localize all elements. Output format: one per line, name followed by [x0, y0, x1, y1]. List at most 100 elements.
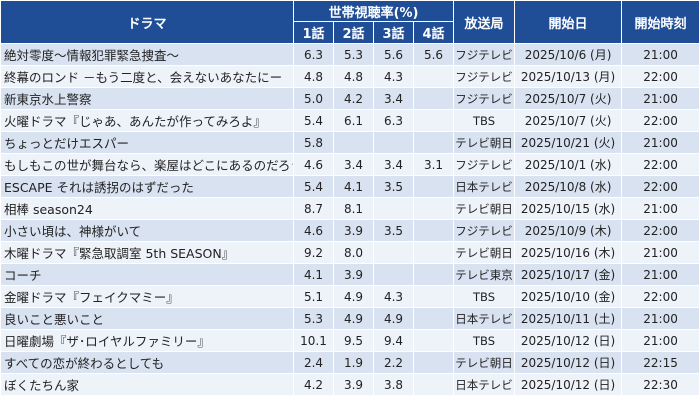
rating-ep4	[412, 373, 455, 396]
station: フジテレビ	[453, 43, 516, 66]
station: 日本テレビ	[453, 307, 516, 330]
table-row: ぼくたちん家 4.2 3.9 3.8 日本テレビ 2025/10/12 (日) 22:30	[0, 373, 700, 396]
start-time: 21:00	[621, 241, 700, 264]
rating-ep1: 5.4	[293, 109, 334, 132]
rating-ep4	[412, 131, 455, 154]
start-date: 2025/10/9 (木)	[514, 219, 623, 242]
station: 日本テレビ	[453, 175, 516, 198]
rating-ep3	[373, 197, 414, 220]
rating-ep1: 6.3	[293, 43, 334, 66]
start-time: 21:00	[621, 197, 700, 220]
header-ep1: 1話	[293, 21, 334, 44]
start-date: 2025/10/10 (金)	[514, 285, 623, 308]
rating-ep2: 6.1	[333, 109, 374, 132]
header-station: 放送局	[453, 0, 516, 44]
start-date: 2025/10/21 (火)	[514, 131, 623, 154]
station: テレビ東京	[453, 263, 516, 286]
rating-ep2: 8.1	[333, 197, 374, 220]
drama-title: ぼくたちん家	[0, 373, 294, 396]
station: テレビ朝日	[453, 351, 516, 374]
start-time: 22:15	[621, 351, 700, 374]
rating-ep4: 3.1	[412, 153, 455, 176]
table-row: すべての恋が終わるとしても 2.4 1.9 2.2 テレビ朝日 2025/10/12 (日…	[0, 351, 700, 374]
station: フジテレビ	[453, 219, 516, 242]
start-time: 22:30	[621, 373, 700, 396]
header-start-time: 開始時刻	[621, 0, 700, 44]
table-row: 小さい頃は、神様がいて 4.6 3.9 3.5 フジテレビ 2025/10/9 (木) 22…	[0, 219, 700, 242]
table-row: 良いこと悪いこと 5.3 4.9 4.9 日本テレビ 2025/10/11 (土) 21:0…	[0, 307, 700, 330]
rating-ep4	[412, 263, 455, 286]
rating-ep3: 4.9	[373, 307, 414, 330]
rating-ep2: 4.2	[333, 87, 374, 110]
rating-ep3	[373, 263, 414, 286]
start-date: 2025/10/15 (水)	[514, 197, 623, 220]
drama-title: 相棒 season24	[0, 197, 294, 220]
table-header: ドラマ 世帯視聴率(%) 放送局 開始日 開始時刻 1話 2話 3話 4話	[0, 0, 700, 44]
station: フジテレビ	[453, 153, 516, 176]
table-row: 日曜劇場『ザ･ロイヤルファミリー』 10.1 9.5 9.4 TBS 2025/10/12…	[0, 329, 700, 352]
start-time: 22:00	[621, 109, 700, 132]
rating-ep2: 4.9	[333, 285, 374, 308]
rating-ep1: 5.1	[293, 285, 334, 308]
rating-ep2: 3.9	[333, 219, 374, 242]
rating-ep3: 3.4	[373, 87, 414, 110]
station: テレビ朝日	[453, 241, 516, 264]
drama-title: ちょっとだけエスパー	[0, 131, 294, 154]
header-rating-group: 世帯視聴率(%)	[292, 0, 455, 22]
table-row: 終幕のロンド －もう二度と、会えないあなたにー 4.8 4.8 4.3 フジテレビ 202…	[0, 65, 700, 88]
drama-title: すべての恋が終わるとしても	[0, 351, 294, 374]
rating-ep2: 4.1	[333, 175, 374, 198]
station: 日本テレビ	[453, 373, 516, 396]
start-date: 2025/10/12 (日)	[514, 351, 623, 374]
table-row: ESCAPE それは誘拐のはずだった 5.4 4.1 3.5 日本テレビ 2025/10/…	[0, 175, 700, 198]
header-start-date: 開始日	[514, 0, 623, 44]
rating-ep1: 4.6	[293, 219, 334, 242]
rating-ep2: 4.8	[333, 65, 374, 88]
table-row: 絶対零度～情報犯罪緊急捜査～ 6.3 5.3 5.6 5.6 フジテレビ 2025/10/6…	[0, 43, 700, 66]
header-ep4: 4話	[412, 21, 455, 44]
drama-title: 日曜劇場『ザ･ロイヤルファミリー』	[0, 329, 294, 352]
rating-ep2: 5.3	[333, 43, 374, 66]
start-date: 2025/10/13 (月)	[514, 65, 623, 88]
rating-ep2: 1.9	[333, 351, 374, 374]
rating-ep1: 10.1	[293, 329, 334, 352]
table-body: 絶対零度～情報犯罪緊急捜査～ 6.3 5.3 5.6 5.6 フジテレビ 2025/10/6…	[0, 43, 700, 396]
rating-ep1: 5.4	[293, 175, 334, 198]
drama-title: ESCAPE それは誘拐のはずだった	[0, 175, 294, 198]
rating-ep3	[373, 241, 414, 264]
rating-ep2: 8.0	[333, 241, 374, 264]
station: TBS	[453, 285, 516, 308]
start-date: 2025/10/6 (月)	[514, 43, 623, 66]
rating-ep1: 4.2	[293, 373, 334, 396]
header-ep3: 3話	[373, 21, 414, 44]
station: TBS	[453, 329, 516, 352]
start-time: 22:00	[621, 175, 700, 198]
table-row: 金曜ドラマ『フェイクマミー』 5.1 4.9 4.3 TBS 2025/10/10 (金)…	[0, 285, 700, 308]
rating-ep2: 4.9	[333, 307, 374, 330]
header-drama: ドラマ	[0, 0, 294, 44]
start-time: 22:00	[621, 65, 700, 88]
start-time: 21:00	[621, 263, 700, 286]
rating-ep1: 4.6	[293, 153, 334, 176]
start-time: 22:00	[621, 285, 700, 308]
table-row: ちょっとだけエスパー 5.8 テレビ朝日 2025/10/21 (火) 21:00	[0, 131, 700, 154]
drama-title: 金曜ドラマ『フェイクマミー』	[0, 285, 294, 308]
rating-ep1: 4.8	[293, 65, 334, 88]
drama-title: 木曜ドラマ『緊急取調室 5th SEASON』	[0, 241, 294, 264]
station: フジテレビ	[453, 87, 516, 110]
station: フジテレビ	[453, 65, 516, 88]
start-date: 2025/10/12 (日)	[514, 373, 623, 396]
station: TBS	[453, 109, 516, 132]
station: テレビ朝日	[453, 197, 516, 220]
header-ep2: 2話	[333, 21, 374, 44]
rating-ep3	[373, 131, 414, 154]
table-row: 木曜ドラマ『緊急取調室 5th SEASON』 9.2 8.0 テレビ朝日 2025/1…	[0, 241, 700, 264]
rating-ep4: 5.6	[412, 43, 455, 66]
rating-ep4	[412, 87, 455, 110]
rating-ep1: 5.8	[293, 131, 334, 154]
start-time: 22:00	[621, 219, 700, 242]
start-time: 21:00	[621, 307, 700, 330]
rating-ep3: 3.5	[373, 219, 414, 242]
rating-ep4	[412, 241, 455, 264]
start-time: 21:00	[621, 43, 700, 66]
